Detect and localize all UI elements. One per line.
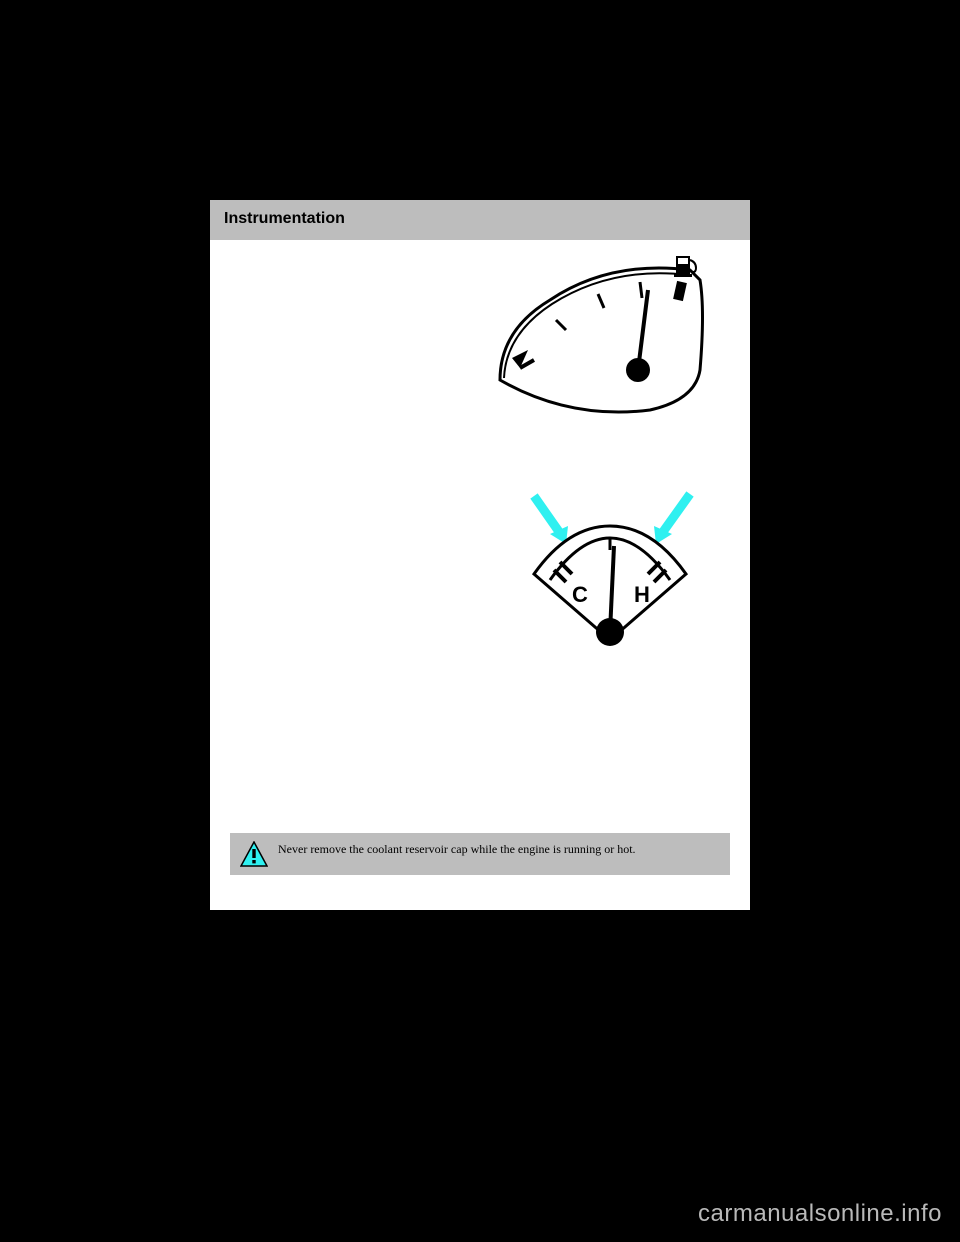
- arrow-left-icon: [534, 496, 568, 544]
- fuel-gauge-illustration: [490, 250, 720, 430]
- page-number: 14: [230, 881, 242, 896]
- temp-gauge-illustration: C H: [510, 490, 710, 660]
- temp-cold-label: C: [572, 582, 588, 607]
- warning-callout: Never remove the coolant reservoir cap w…: [230, 833, 730, 875]
- watermark-text: carmanualsonline.info: [698, 1200, 942, 1228]
- section-title: Instrumentation: [224, 210, 736, 228]
- fuel-heading: Fuel gauge: [230, 257, 281, 269]
- temp-gauge-text: Engine coolant temperature gauge Indicat…: [230, 529, 470, 663]
- page-content: Fuel gauge Displays approximately how mu…: [210, 240, 750, 910]
- section-header: Instrumentation: [210, 200, 750, 240]
- temp-hot-label: H: [634, 582, 650, 607]
- manual-page: Instrumentation Fuel gauge Displays appr…: [210, 200, 750, 910]
- temp-para: Indicates the temperature of the engine …: [230, 545, 464, 661]
- warning-icon: [240, 841, 268, 867]
- fuel-gauge-text: Fuel gauge Displays approximately how mu…: [230, 256, 470, 419]
- temp-heading: Engine coolant temperature gauge: [230, 530, 391, 542]
- arrow-right-icon: [654, 494, 690, 544]
- warning-text: Never remove the coolant reservoir cap w…: [278, 841, 636, 857]
- fuel-para: Displays approximately how much fuel is …: [230, 272, 465, 418]
